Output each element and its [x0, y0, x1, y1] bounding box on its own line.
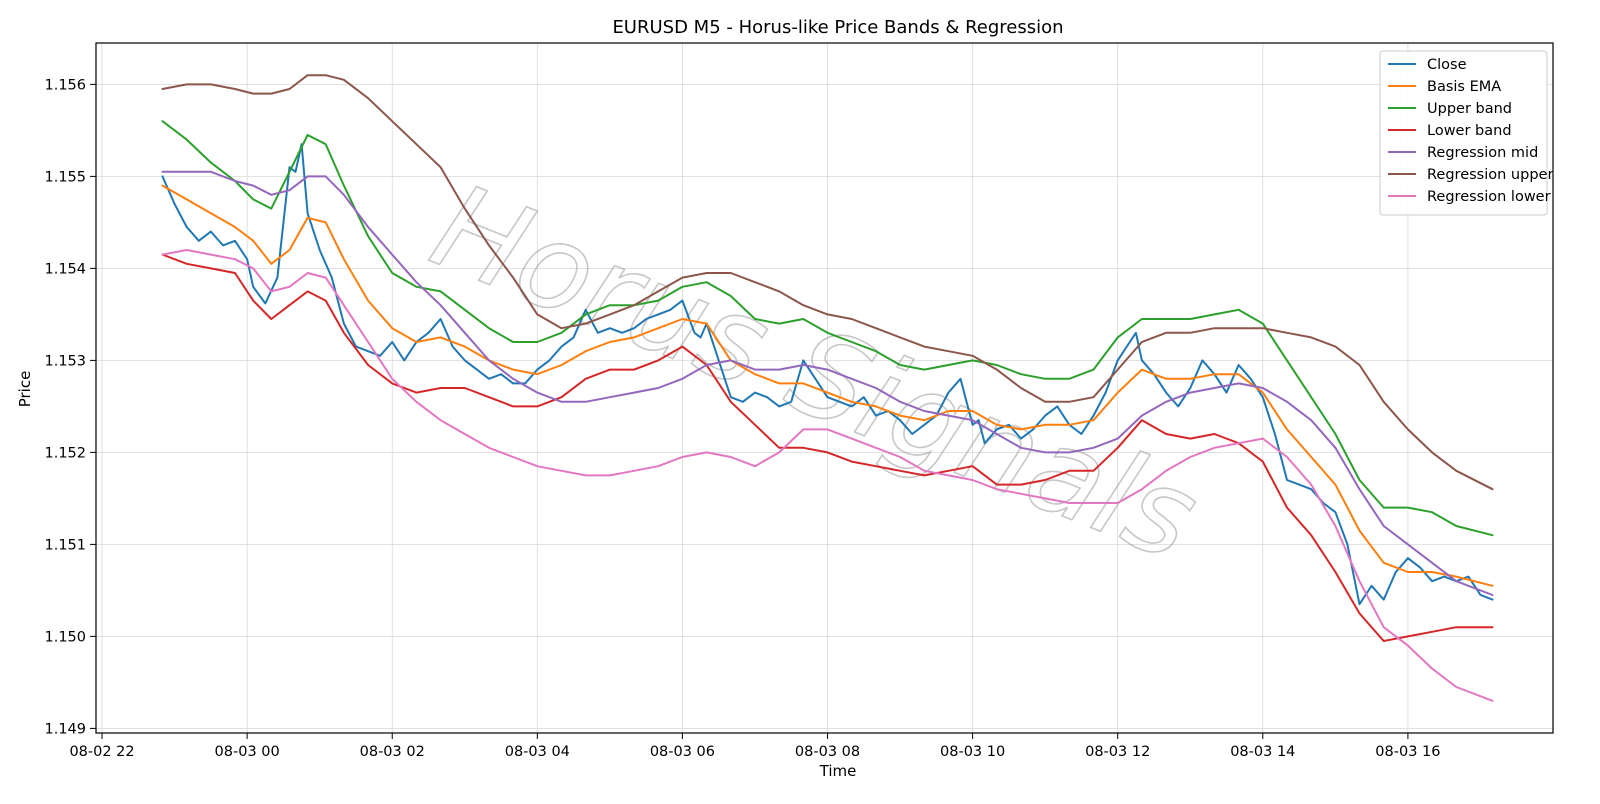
x-tick: 08-03 16 [1375, 733, 1441, 760]
x-tick-label: 08-03 10 [940, 744, 1005, 760]
y-tick-label: 1.149 [44, 721, 86, 737]
chart-title: EURUSD M5 - Horus-like Price Bands & Reg… [612, 17, 1063, 38]
legend-label: Regression upper [1427, 167, 1553, 183]
y-tick: 1.154 [44, 261, 96, 277]
y-tick-label: 1.154 [44, 261, 86, 277]
x-axis-label: Time [819, 762, 857, 780]
legend-item: Regression mid [1388, 145, 1538, 161]
x-tick-label: 08-03 12 [1085, 744, 1150, 760]
x-tick: 08-03 10 [940, 733, 1005, 760]
x-axis-ticks: 08-02 22 08-03 00 08-03 02 08-03 04 08-03 06… [69, 733, 1441, 760]
series-layer [161, 74, 1494, 702]
legend-box [1379, 50, 1548, 216]
x-tick: 08-03 04 [505, 733, 570, 760]
legend-item: Upper band [1388, 101, 1512, 117]
x-tick: 08-03 14 [1230, 733, 1295, 760]
series-line-upper-band [161, 120, 1494, 537]
legend-item: Regression lower [1388, 189, 1551, 205]
legend-item: Close [1388, 57, 1467, 73]
x-tick: 08-03 02 [360, 733, 425, 760]
series-line-regression-lower [161, 249, 1494, 702]
y-tick: 1.151 [44, 537, 96, 553]
x-tick-label: 08-03 00 [215, 744, 280, 760]
x-tick-label: 08-03 04 [505, 744, 570, 760]
legend-label: Upper band [1427, 101, 1512, 117]
x-tick-label: 08-03 06 [650, 744, 715, 760]
y-tick-label: 1.153 [44, 353, 86, 369]
y-tick: 1.149 [44, 721, 96, 737]
series-line-close [161, 143, 1494, 606]
legend-label: Basis EMA [1427, 79, 1501, 95]
x-tick: 08-03 08 [795, 733, 860, 760]
x-tick-label: 08-03 02 [360, 744, 425, 760]
y-tick: 1.150 [44, 629, 96, 645]
series-line-regression-mid [161, 170, 1494, 596]
legend-label: Regression lower [1427, 189, 1551, 205]
x-tick: 08-03 12 [1085, 733, 1150, 760]
y-tick-label: 1.150 [44, 629, 86, 645]
legend-item: Basis EMA [1388, 79, 1501, 95]
y-tick-label: 1.151 [44, 537, 86, 553]
legend-item: Lower band [1388, 123, 1512, 139]
legend-label: Lower band [1427, 123, 1512, 139]
y-axis-label: Price [16, 371, 34, 408]
y-axis-ticks: 1.149 1.150 1.151 1.152 1.153 1.154 1.155 1.156 [44, 77, 96, 737]
x-tick-label: 08-03 14 [1230, 744, 1295, 760]
y-tick: 1.156 [44, 77, 96, 93]
plot-frame [95, 42, 1554, 734]
x-tick: 08-03 06 [650, 733, 715, 760]
x-tick: 08-03 00 [215, 733, 280, 760]
legend-label: Regression mid [1427, 145, 1538, 161]
y-tick-label: 1.156 [44, 77, 86, 93]
y-tick-label: 1.155 [44, 169, 86, 185]
legend-label: Close [1427, 57, 1467, 73]
series-line-regression-upper [161, 74, 1494, 491]
y-tick-label: 1.152 [44, 445, 86, 461]
x-tick-label: 08-02 22 [69, 744, 134, 760]
x-tick: 08-02 22 [69, 733, 135, 760]
x-tick-label: 08-03 08 [795, 744, 860, 760]
legend: Close Basis EMA Upper band Lower band Regres… [1379, 50, 1553, 216]
y-tick: 1.153 [44, 353, 96, 369]
series-line-lower-band [161, 253, 1494, 642]
y-tick: 1.152 [44, 445, 96, 461]
legend-item: Regression upper [1388, 167, 1553, 183]
y-tick: 1.155 [44, 169, 96, 185]
x-tick-label: 08-03 16 [1375, 744, 1440, 760]
